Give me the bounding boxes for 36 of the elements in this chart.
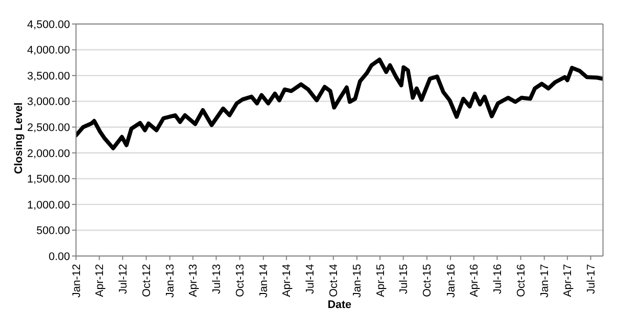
y-tick-label: 1,500.00 bbox=[27, 174, 70, 186]
y-tick-label: 3,500.00 bbox=[27, 70, 70, 82]
line-series bbox=[76, 58, 603, 150]
x-tick-label: Jan-14 bbox=[258, 264, 270, 298]
x-tick-label: Jul-17 bbox=[586, 264, 598, 294]
y-tick-label: 4,500.00 bbox=[27, 18, 70, 31]
x-tick-label: Oct-15 bbox=[422, 264, 434, 298]
x-tick-label: Oct-12 bbox=[141, 264, 154, 298]
y-tick-label: 2,000.00 bbox=[27, 148, 70, 160]
x-tick-label: Apr-15 bbox=[374, 264, 387, 298]
x-tick-label: Jul-14 bbox=[304, 264, 317, 294]
y-axis-title: Closing Level bbox=[12, 102, 25, 174]
y-tick-label: 0.00 bbox=[48, 250, 70, 263]
x-tick-label: Apr-14 bbox=[281, 264, 294, 298]
x-tick-label: Jul-12 bbox=[117, 264, 130, 294]
x-tick-label: Apr-12 bbox=[94, 264, 106, 298]
x-tick-label: Jul-13 bbox=[211, 264, 224, 294]
y-tick-label: 1,000.00 bbox=[27, 199, 70, 212]
x-tick-label: Jan-13 bbox=[164, 264, 177, 298]
x-tick-label: Apr-17 bbox=[562, 264, 574, 298]
y-tick-label: 2,500.00 bbox=[27, 122, 70, 134]
y-tick-label: 4,000.00 bbox=[27, 44, 70, 57]
y-tick-label: 500.00 bbox=[36, 225, 70, 238]
x-tick-label: Jul-15 bbox=[398, 264, 410, 294]
y-tick-label: 3,000.00 bbox=[27, 96, 70, 108]
x-tick-label: Jan-17 bbox=[539, 264, 552, 298]
x-tick-label: Apr-13 bbox=[188, 264, 200, 298]
x-tick-label: Jan-12 bbox=[70, 264, 83, 298]
x-tick-label: Jan-15 bbox=[352, 264, 364, 298]
x-tick-label: Oct-16 bbox=[516, 264, 528, 298]
x-tick-label: Apr-16 bbox=[468, 264, 481, 298]
x-tick-label: Oct-14 bbox=[328, 264, 340, 298]
x-axis-title: Date bbox=[328, 299, 352, 311]
x-tick-label: Jan-16 bbox=[445, 264, 458, 298]
x-tick-label: Jul-16 bbox=[492, 264, 504, 294]
x-tick-label: Oct-13 bbox=[234, 264, 247, 298]
